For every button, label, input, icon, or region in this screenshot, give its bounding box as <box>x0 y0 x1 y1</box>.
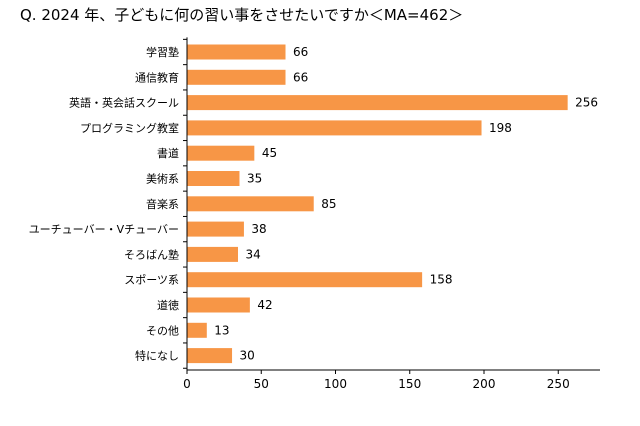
bar <box>187 95 568 111</box>
x-tick-label: 0 <box>183 377 191 391</box>
x-tick-label: 50 <box>254 377 269 391</box>
data-label: 256 <box>575 96 598 110</box>
bar <box>187 272 423 288</box>
bar <box>187 120 482 136</box>
category-label: 英語・英会話スクール <box>69 96 179 110</box>
x-tick-label: 100 <box>324 377 347 391</box>
label-layer: 0 50 100 150 200 250 学習塾 66 通信教育 66 英語・英会話スクール 256 プ… <box>29 45 598 391</box>
category-label: そろばん塾 <box>124 247 179 261</box>
category-label: その他 <box>146 324 179 337</box>
data-label: 30 <box>240 349 255 363</box>
x-tick-label: 250 <box>547 377 570 391</box>
category-label: 美術系 <box>146 173 179 186</box>
bar <box>187 221 244 237</box>
bar-layer <box>187 44 568 364</box>
bar <box>187 196 314 212</box>
bar <box>187 322 207 338</box>
bar <box>187 246 238 262</box>
data-label: 38 <box>251 222 266 236</box>
category-label: 書道 <box>157 146 179 160</box>
x-tick-label: 150 <box>398 377 421 391</box>
category-label: 特になし <box>135 349 179 363</box>
category-label: 道徳 <box>157 298 179 312</box>
category-label: ユーチューバー・Vチューバー <box>29 223 179 236</box>
category-label: スポーツ系 <box>124 274 179 287</box>
data-label: 35 <box>247 172 262 186</box>
bar <box>187 348 233 364</box>
x-tick-label: 200 <box>473 377 496 391</box>
data-label: 158 <box>430 273 453 287</box>
category-label: プログラミング教室 <box>80 121 179 135</box>
category-label: 学習塾 <box>146 45 179 59</box>
data-label: 66 <box>293 45 308 59</box>
data-label: 13 <box>214 323 229 337</box>
bar <box>187 69 286 85</box>
data-label: 66 <box>293 70 308 84</box>
chart-title: Q. 2024 年、子どもに何の習い事をさせたいですか＜MA=462＞ <box>20 6 464 24</box>
data-label: 45 <box>262 146 277 160</box>
bar <box>187 297 250 313</box>
bar <box>187 44 286 60</box>
axis-layer <box>183 37 600 374</box>
bar <box>187 171 240 186</box>
data-label: 85 <box>321 197 336 211</box>
data-label: 34 <box>245 247 260 261</box>
category-label: 音楽系 <box>146 197 179 211</box>
bar <box>187 145 255 161</box>
data-label: 42 <box>257 298 272 312</box>
data-label: 198 <box>489 121 512 135</box>
category-label: 通信教育 <box>135 70 179 84</box>
